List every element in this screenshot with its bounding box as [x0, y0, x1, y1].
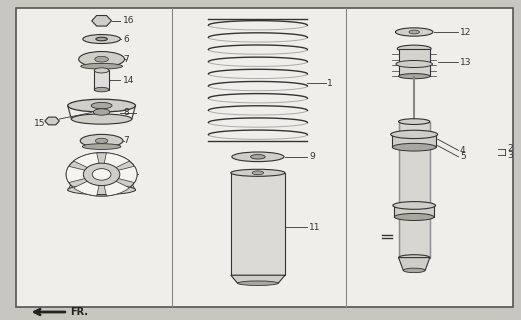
Wedge shape	[66, 166, 102, 182]
FancyBboxPatch shape	[399, 122, 430, 258]
Wedge shape	[73, 153, 102, 174]
Text: 13: 13	[460, 58, 472, 67]
Text: 1: 1	[327, 79, 333, 88]
Ellipse shape	[391, 130, 438, 139]
Wedge shape	[102, 153, 130, 174]
Ellipse shape	[83, 35, 120, 44]
Ellipse shape	[79, 52, 125, 67]
Text: 12: 12	[460, 28, 472, 36]
Ellipse shape	[397, 45, 431, 52]
Text: 2: 2	[507, 144, 513, 153]
FancyBboxPatch shape	[392, 134, 436, 147]
Text: 11: 11	[309, 223, 320, 232]
Text: 15: 15	[34, 119, 46, 128]
Ellipse shape	[399, 255, 430, 260]
Polygon shape	[231, 275, 285, 283]
Ellipse shape	[95, 138, 108, 143]
Circle shape	[86, 165, 117, 184]
Text: 16: 16	[123, 16, 134, 25]
Ellipse shape	[231, 169, 285, 176]
Wedge shape	[102, 174, 130, 196]
Ellipse shape	[71, 114, 132, 124]
Text: 10: 10	[123, 170, 134, 179]
Text: 8: 8	[123, 108, 129, 117]
Ellipse shape	[395, 28, 433, 36]
Text: 5: 5	[460, 152, 466, 161]
Circle shape	[83, 163, 120, 186]
FancyBboxPatch shape	[399, 49, 430, 76]
Ellipse shape	[68, 99, 135, 112]
Ellipse shape	[394, 213, 434, 220]
Ellipse shape	[91, 102, 112, 109]
Ellipse shape	[238, 281, 278, 285]
Ellipse shape	[396, 60, 432, 68]
Text: 14: 14	[123, 76, 134, 84]
Ellipse shape	[93, 109, 110, 115]
Ellipse shape	[232, 152, 284, 162]
Ellipse shape	[399, 119, 430, 124]
Ellipse shape	[98, 19, 105, 22]
Ellipse shape	[393, 202, 436, 209]
Ellipse shape	[251, 155, 265, 159]
Text: 7: 7	[123, 136, 129, 145]
Polygon shape	[399, 258, 430, 270]
Ellipse shape	[392, 143, 436, 151]
Ellipse shape	[399, 74, 430, 79]
Ellipse shape	[81, 63, 122, 69]
Text: 3: 3	[507, 151, 513, 160]
FancyBboxPatch shape	[231, 173, 285, 275]
Ellipse shape	[409, 30, 419, 34]
Ellipse shape	[80, 134, 123, 147]
Ellipse shape	[96, 37, 107, 41]
Circle shape	[66, 153, 137, 196]
Ellipse shape	[68, 185, 135, 195]
Text: 9: 9	[309, 152, 315, 161]
Text: FR.: FR.	[70, 307, 89, 317]
FancyBboxPatch shape	[94, 70, 109, 90]
Circle shape	[92, 169, 111, 180]
FancyBboxPatch shape	[394, 205, 434, 217]
Ellipse shape	[82, 144, 121, 149]
Ellipse shape	[94, 68, 109, 73]
FancyBboxPatch shape	[16, 8, 513, 307]
Ellipse shape	[403, 268, 425, 273]
Text: 7: 7	[123, 55, 129, 64]
Wedge shape	[102, 166, 137, 182]
Text: 4: 4	[460, 146, 466, 155]
Ellipse shape	[252, 171, 264, 175]
Ellipse shape	[94, 87, 109, 92]
Wedge shape	[73, 174, 102, 196]
Text: 6: 6	[123, 35, 129, 44]
Ellipse shape	[95, 56, 108, 62]
